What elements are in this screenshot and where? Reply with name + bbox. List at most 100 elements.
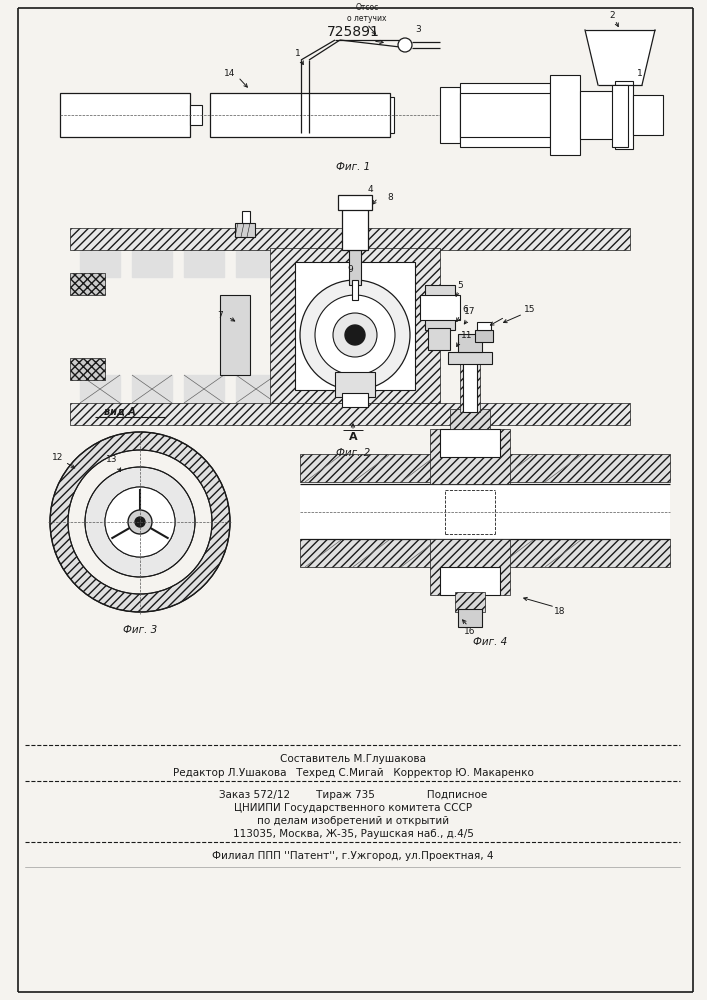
Bar <box>460 93 550 137</box>
Bar <box>580 91 615 139</box>
Bar <box>475 330 493 342</box>
Bar <box>242 97 262 133</box>
Bar <box>308 97 328 133</box>
Bar <box>108 97 126 133</box>
Bar <box>88 97 106 133</box>
Bar <box>374 97 394 133</box>
Circle shape <box>398 38 412 52</box>
Polygon shape <box>545 540 581 567</box>
Bar <box>70 273 105 295</box>
Bar <box>190 105 202 125</box>
Bar <box>70 358 105 380</box>
Text: 3: 3 <box>415 25 421 34</box>
Bar <box>440 429 500 457</box>
Bar <box>352 97 372 133</box>
Text: Отсос
о летучих: Отсос о летучих <box>347 3 387 23</box>
Polygon shape <box>184 250 224 277</box>
Bar <box>352 280 358 300</box>
Text: 1: 1 <box>295 48 301 57</box>
Bar <box>235 223 255 237</box>
Bar <box>300 539 670 567</box>
Bar <box>128 97 146 133</box>
Text: Заказ 572/12        Тираж 735                Подписное: Заказ 572/12 Тираж 735 Подписное <box>219 790 487 800</box>
Text: Фиг. 1: Фиг. 1 <box>336 162 370 172</box>
Polygon shape <box>392 375 432 403</box>
Bar <box>65 97 83 133</box>
Polygon shape <box>585 30 655 85</box>
Circle shape <box>333 313 377 357</box>
Text: 17: 17 <box>464 308 476 316</box>
Bar <box>330 97 350 133</box>
Polygon shape <box>80 375 120 403</box>
Polygon shape <box>305 540 341 567</box>
Text: Составитель М.Глушакова: Составитель М.Глушакова <box>280 754 426 764</box>
Wedge shape <box>50 432 230 612</box>
Bar <box>264 97 284 133</box>
Bar <box>338 195 372 210</box>
Text: 4: 4 <box>367 186 373 194</box>
Bar <box>342 393 368 407</box>
Bar <box>349 245 361 285</box>
Bar <box>70 403 630 425</box>
Polygon shape <box>401 455 437 482</box>
Bar <box>430 539 510 595</box>
Text: 725891: 725891 <box>327 25 380 39</box>
Bar <box>148 97 166 133</box>
Text: 12: 12 <box>52 452 64 462</box>
Polygon shape <box>497 540 533 567</box>
Bar <box>168 97 186 133</box>
Circle shape <box>135 517 145 527</box>
Text: Фиг. 3: Фиг. 3 <box>123 625 157 635</box>
Text: 113035, Москва, Ж-35, Раушская наб., д.4/5: 113035, Москва, Ж-35, Раушская наб., д.4… <box>233 829 474 839</box>
Polygon shape <box>288 250 328 277</box>
Polygon shape <box>305 455 341 482</box>
Polygon shape <box>288 375 328 403</box>
Polygon shape <box>392 250 432 277</box>
Bar <box>425 285 455 330</box>
Bar <box>455 592 485 612</box>
Polygon shape <box>340 250 380 277</box>
Text: 16: 16 <box>464 628 476 637</box>
Bar <box>458 334 482 352</box>
Polygon shape <box>401 540 437 567</box>
Bar <box>335 372 375 397</box>
Circle shape <box>300 280 410 390</box>
Text: по делам изобретений и открытий: по делам изобретений и открытий <box>257 816 449 826</box>
Text: Редактор Л.Ушакова   Техред С.Мигай   Корректор Ю. Макаренко: Редактор Л.Ушакова Техред С.Мигай Коррек… <box>173 768 534 778</box>
Text: 5: 5 <box>457 280 463 290</box>
Bar <box>612 85 628 147</box>
Bar <box>210 93 390 137</box>
Bar <box>440 87 460 143</box>
Polygon shape <box>353 540 389 567</box>
Bar <box>440 567 500 595</box>
Bar <box>70 228 630 250</box>
Bar <box>295 262 415 390</box>
Bar <box>458 609 482 627</box>
Text: A: A <box>349 432 357 442</box>
Bar <box>60 93 190 137</box>
Text: Филиал ППП ''Патент'', г.Ужгород, ул.Проектная, 4: Филиал ППП ''Патент'', г.Ужгород, ул.Про… <box>212 851 493 861</box>
Circle shape <box>345 325 365 345</box>
Polygon shape <box>236 250 276 277</box>
Bar <box>550 75 580 155</box>
Polygon shape <box>80 250 120 277</box>
Text: 13: 13 <box>106 456 118 464</box>
Polygon shape <box>340 375 380 403</box>
Text: 18: 18 <box>554 607 566 616</box>
Bar <box>633 95 663 135</box>
Bar <box>420 295 460 320</box>
Text: 11: 11 <box>461 330 473 340</box>
Polygon shape <box>184 375 224 403</box>
Text: 1: 1 <box>637 68 643 78</box>
Text: 6: 6 <box>462 306 468 314</box>
Circle shape <box>128 510 152 534</box>
Polygon shape <box>236 375 276 403</box>
Text: 7: 7 <box>217 310 223 320</box>
Text: Фиг. 4: Фиг. 4 <box>473 637 507 647</box>
Bar <box>270 248 440 403</box>
Bar <box>342 200 368 250</box>
Text: ЦНИИПИ Государственного комитета СССР: ЦНИИПИ Государственного комитета СССР <box>234 803 472 813</box>
Bar <box>220 295 250 375</box>
Text: 14: 14 <box>224 68 235 78</box>
Bar <box>460 83 550 147</box>
